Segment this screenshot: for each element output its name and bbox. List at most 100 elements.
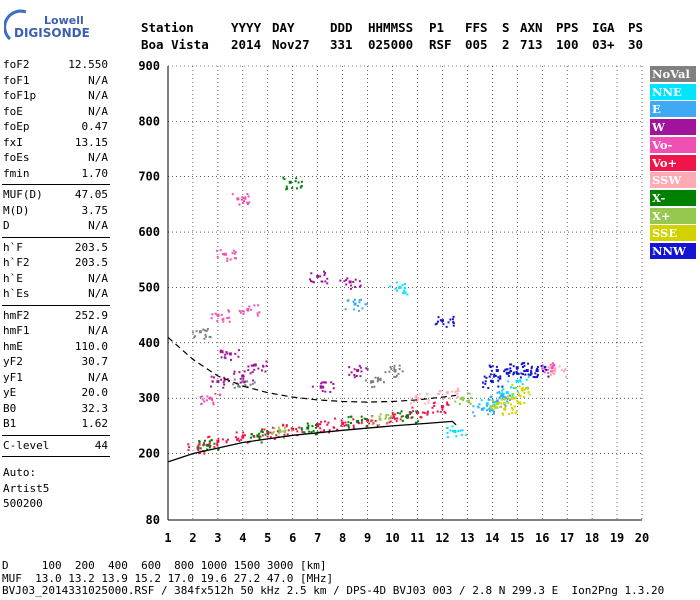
echo-x- <box>208 440 211 443</box>
echo-noval <box>194 335 197 338</box>
param-value: N/A <box>88 370 108 384</box>
echo-nnw <box>512 365 515 368</box>
echo-x- <box>388 417 391 420</box>
echo-nnw <box>530 371 533 374</box>
legend-item-sse: SSE <box>650 225 696 242</box>
echo-noval <box>393 370 396 373</box>
echo-vo- <box>211 313 214 316</box>
param-name: yF2 <box>3 355 23 368</box>
echo-vo- <box>408 411 411 414</box>
echo-noval <box>398 368 401 371</box>
echo-nnw <box>434 323 437 326</box>
echo-vo- <box>263 428 266 431</box>
echo-w <box>365 367 368 370</box>
echo-x- <box>306 422 309 425</box>
echo-vo- <box>551 364 554 367</box>
legend-item-x-: X- <box>650 189 696 206</box>
param-name: C-level <box>3 438 50 452</box>
footer-file-line: BVJ03_2014331025000.RSF / 384fx512h 50 k… <box>2 584 665 597</box>
echo-nne <box>461 429 464 432</box>
echo-nne <box>493 403 496 406</box>
param-row: yF2 30.7 <box>2 355 108 369</box>
echo-vo- <box>233 257 236 260</box>
echo-vo- <box>269 431 272 434</box>
echo-vo- <box>246 201 249 204</box>
echo-x- <box>204 439 207 442</box>
echo-vo- <box>256 314 259 317</box>
echo-nnw <box>536 367 539 370</box>
echo-nne <box>455 435 458 438</box>
echo-w <box>238 371 241 374</box>
echo-vo- <box>273 438 276 441</box>
echo-nnw <box>488 375 491 378</box>
echo-w <box>227 380 230 383</box>
param-separator <box>2 304 110 306</box>
echo-x- <box>411 416 414 419</box>
electron-density-profile-curve <box>167 336 457 403</box>
param-name: B1 <box>3 417 17 430</box>
header-row1-cell: DAY <box>272 20 295 35</box>
echo-vo- <box>242 312 245 315</box>
echo-nne <box>451 425 454 428</box>
echo-x- <box>285 185 288 188</box>
echo-noval <box>206 328 209 331</box>
echo-w <box>222 381 225 384</box>
echo-vo- <box>423 411 426 414</box>
echo-nnw <box>498 377 501 380</box>
echo-sse <box>501 413 504 416</box>
echo-e <box>344 308 347 311</box>
echo-x- <box>217 448 220 451</box>
echo-vo- <box>240 198 243 201</box>
echo-vo- <box>419 415 422 418</box>
echo-w <box>356 369 359 372</box>
echo-ssw <box>427 401 430 404</box>
param-name: hmE <box>3 339 23 353</box>
echo-x- <box>347 424 350 427</box>
echo-e <box>487 398 490 401</box>
param-value: 30.7 <box>81 355 109 368</box>
param-value: 13.15 <box>74 135 108 149</box>
echo-ssw <box>560 368 563 371</box>
echo-x- <box>300 185 303 188</box>
legend-item-vo-: Vo+ <box>650 154 696 171</box>
echo-vo- <box>199 396 202 399</box>
echo-ssw <box>563 370 566 373</box>
echo-sse <box>511 408 514 411</box>
echo-vo- <box>248 305 251 308</box>
echo-w <box>223 383 226 386</box>
echo-nnw <box>487 387 490 390</box>
echo-vo- <box>206 395 209 398</box>
echo-noval <box>202 328 205 331</box>
echo-x- <box>415 410 418 413</box>
echo-vo- <box>214 392 217 395</box>
echo-vo- <box>370 419 373 422</box>
echo-vo- <box>216 249 219 252</box>
echo-vo- <box>328 431 331 434</box>
param-row: h`F 203.5 <box>2 241 108 255</box>
echo-vo- <box>225 440 228 443</box>
echo-ssw <box>419 397 422 400</box>
echo-ssw <box>456 390 459 393</box>
param-row: MUF(D) 47.05 <box>2 188 108 202</box>
echo-e <box>508 399 511 402</box>
echo-x- <box>347 426 350 429</box>
echo-vo- <box>432 411 435 414</box>
echo-noval <box>379 379 382 382</box>
param-value: N/A <box>88 89 108 102</box>
echo-vo- <box>216 319 219 322</box>
param-row: yF1 N/A <box>2 371 108 385</box>
echo-w <box>226 378 229 381</box>
param-row: h`F2 203.5 <box>2 256 108 270</box>
legend-item-vo-: Vo- <box>650 136 696 153</box>
echo-sse <box>490 406 493 409</box>
point-x- <box>356 419 360 423</box>
echo-x- <box>307 424 310 427</box>
param-name: foF1p <box>3 89 37 102</box>
echo-vo- <box>549 363 552 366</box>
echo-nne <box>511 394 514 397</box>
header-row1-cell: YYYY <box>231 20 262 35</box>
header-row2-cell: 03+ <box>592 37 615 52</box>
echo-w <box>323 381 326 384</box>
echo-sse <box>507 395 510 398</box>
echo-vo- <box>216 443 219 446</box>
